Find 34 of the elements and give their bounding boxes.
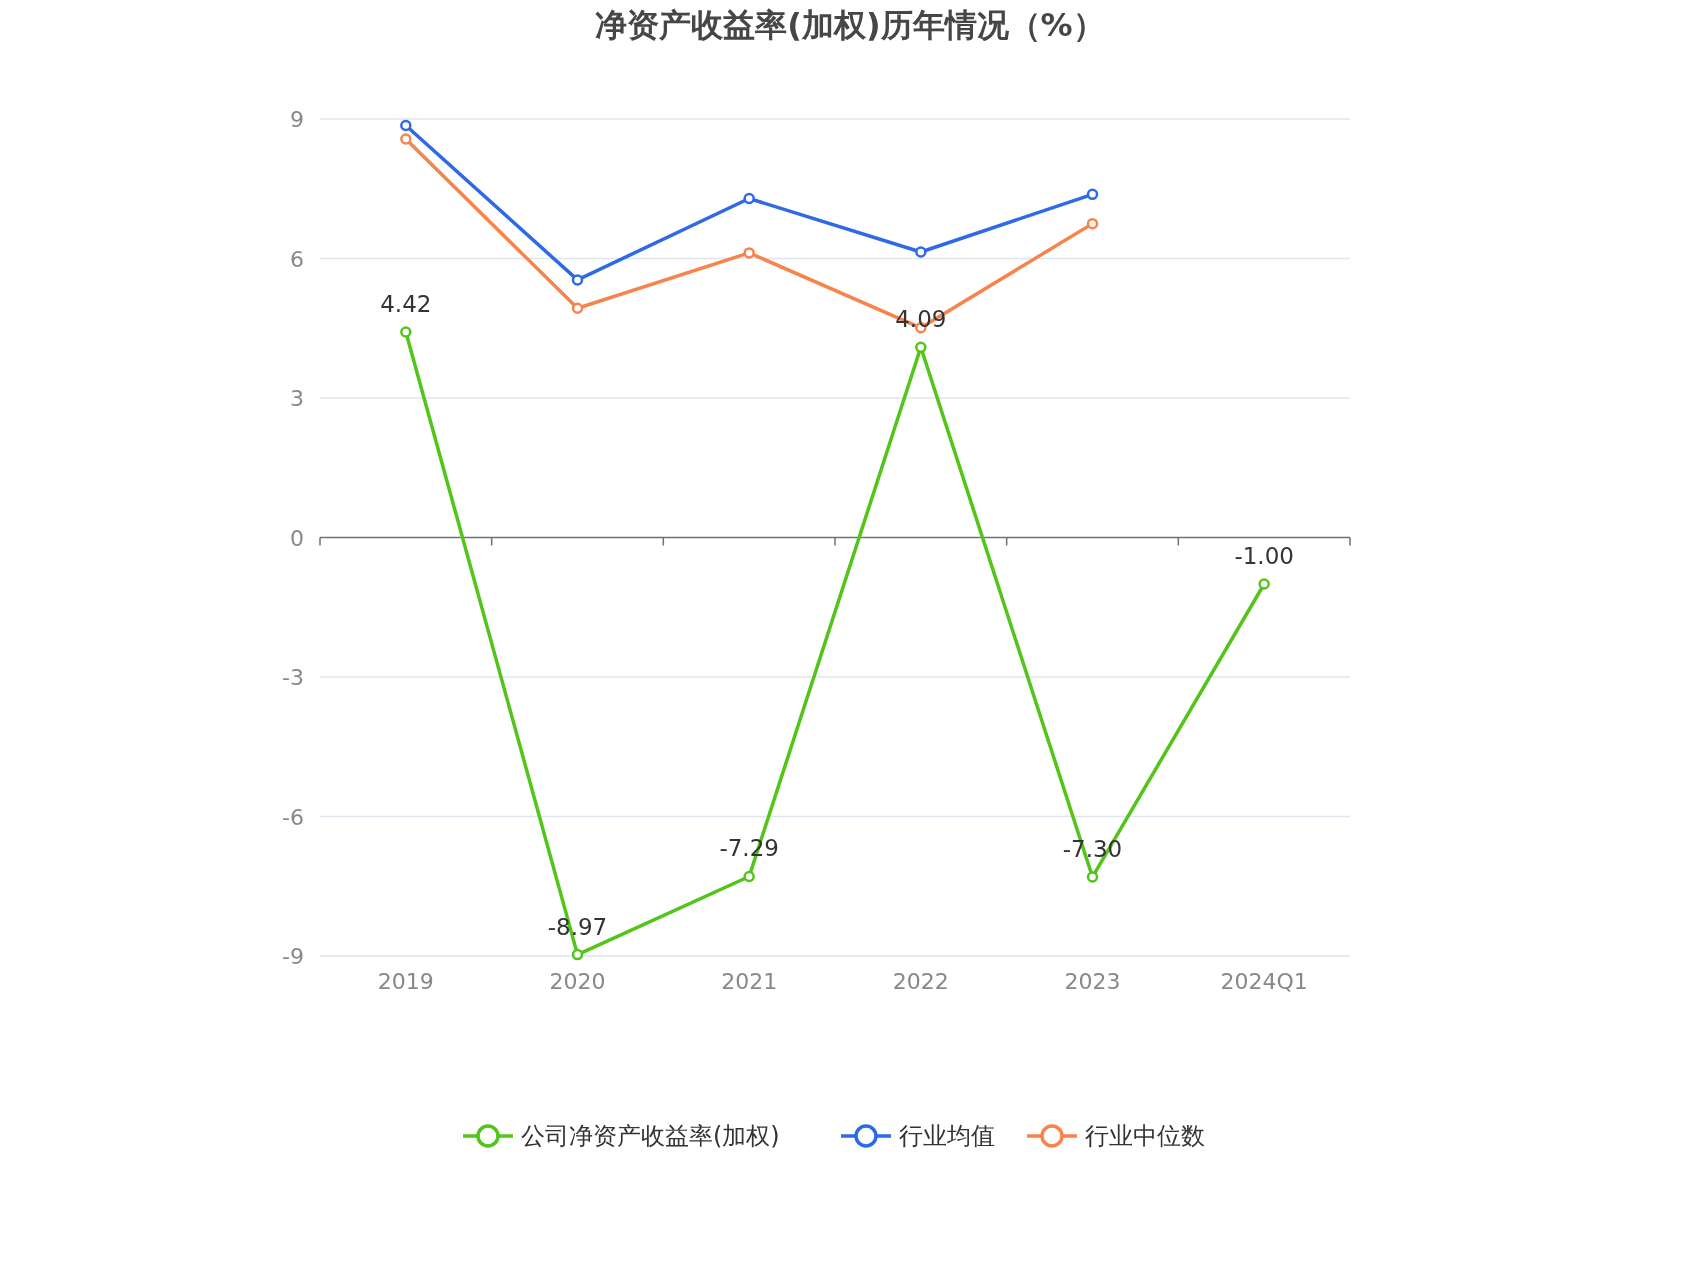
data-label: 4.42 — [380, 290, 432, 317]
point — [1258, 578, 1270, 590]
point — [571, 948, 584, 961]
point — [1086, 217, 1099, 230]
x-tick-label: 2019 — [377, 969, 434, 994]
legend-label: 行业均值 — [899, 1122, 995, 1150]
y-tick-label: -6 — [282, 804, 304, 830]
point — [915, 341, 927, 354]
x-tick-label: 2024Q1 — [1220, 969, 1308, 994]
x-tick-label: 2022 — [892, 969, 949, 994]
point — [915, 246, 927, 258]
x-tick-label: 2023 — [1064, 969, 1121, 994]
y-tick-label: 6 — [290, 246, 304, 272]
point — [1086, 188, 1099, 201]
point — [571, 274, 584, 286]
y-tick-label: 0 — [290, 525, 304, 551]
y-tick-label: -3 — [282, 665, 304, 690]
legend-label: 公司净资产收益率(加权) — [521, 1122, 780, 1150]
y-tick-label: 3 — [290, 386, 304, 411]
point — [400, 119, 412, 132]
y-tick-label: 9 — [290, 107, 304, 132]
x-tick-label: 2020 — [549, 969, 606, 994]
data-label: -1.00 — [1234, 543, 1294, 569]
point — [1086, 871, 1099, 883]
legend-label: 行业中位数 — [1085, 1122, 1205, 1150]
point — [743, 192, 755, 205]
chart-title: 净资产收益率(加权)历年情况（%） — [595, 6, 1105, 44]
point — [400, 133, 412, 145]
y-tick-label: -9 — [282, 944, 304, 969]
point — [400, 326, 412, 338]
point — [743, 870, 755, 883]
point — [743, 247, 755, 259]
point — [571, 302, 584, 315]
x-tick-label: 2021 — [721, 969, 778, 994]
